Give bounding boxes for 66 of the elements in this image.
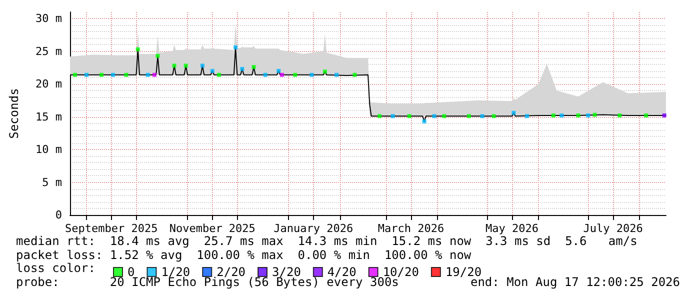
legend-label: 1/20: [161, 265, 190, 279]
point: [322, 70, 327, 74]
legend-title: loss color:: [16, 261, 96, 275]
point: [524, 114, 529, 118]
point: [576, 113, 580, 118]
x-tick-label: January 2026: [274, 222, 354, 235]
point: [466, 114, 471, 118]
text: median rtt: 18.4 ms avg 25.7 ms max 14.3 ms min 15.2 ms now 3.3 ms sd 5.6 am/s: [16, 234, 638, 248]
point: [84, 72, 89, 77]
y-tick-label: 5 m: [42, 176, 62, 189]
point: [263, 72, 268, 77]
point: [184, 64, 188, 68]
point: [442, 114, 446, 118]
point: [407, 114, 412, 118]
point: [310, 72, 314, 77]
point: [276, 68, 281, 73]
point: [200, 64, 204, 68]
point: [217, 72, 221, 77]
point: [378, 114, 382, 118]
text: packet loss: 1.52 % avg 100.00 % max 0.00 % min 100.00 % now: [16, 248, 472, 262]
point: [512, 110, 516, 115]
point: [662, 113, 666, 118]
point: [334, 72, 339, 77]
x-tick-label: September 2025: [65, 222, 158, 235]
point: [240, 66, 244, 71]
legend-label: 3/20: [272, 265, 301, 279]
point: [560, 113, 564, 118]
point: [644, 113, 648, 118]
point: [390, 114, 395, 118]
point: [234, 45, 238, 50]
point: [352, 72, 357, 77]
point: [492, 114, 496, 118]
point: [551, 113, 556, 118]
point: [480, 114, 484, 118]
point: [293, 72, 298, 77]
point: [252, 65, 256, 70]
point: [422, 119, 426, 124]
point: [210, 68, 214, 73]
x-tick-label: March 2026: [378, 222, 444, 235]
point: [146, 72, 150, 77]
point: [280, 72, 284, 77]
y-tick-label: 0: [55, 208, 62, 222]
legend-label: 2/20: [216, 265, 246, 279]
x-tick-label: May 2026: [486, 222, 539, 235]
y-tick-label: 15 m: [36, 110, 62, 124]
y-tick-label: 20 m: [36, 78, 62, 91]
point: [136, 47, 140, 52]
point: [618, 113, 622, 118]
point: [592, 112, 597, 117]
point: [111, 72, 116, 77]
point: [152, 72, 156, 77]
point: [156, 54, 160, 58]
point: [172, 64, 176, 68]
x-tick-label: July 2026: [583, 222, 643, 235]
point: [586, 113, 590, 118]
y-tick-label: 30 m: [36, 12, 62, 26]
point: [432, 114, 436, 118]
y-tick-label: 25 m: [36, 44, 62, 58]
legend-label: 4/20: [327, 265, 356, 279]
point: [72, 72, 77, 77]
point: [99, 72, 104, 77]
y-axis-title: Seconds: [7, 88, 21, 139]
point: [124, 72, 128, 77]
legend-label: 10/20: [382, 265, 419, 279]
x-tick-label: November 2025: [169, 222, 256, 235]
y-tick-label: 10 m: [36, 143, 62, 156]
